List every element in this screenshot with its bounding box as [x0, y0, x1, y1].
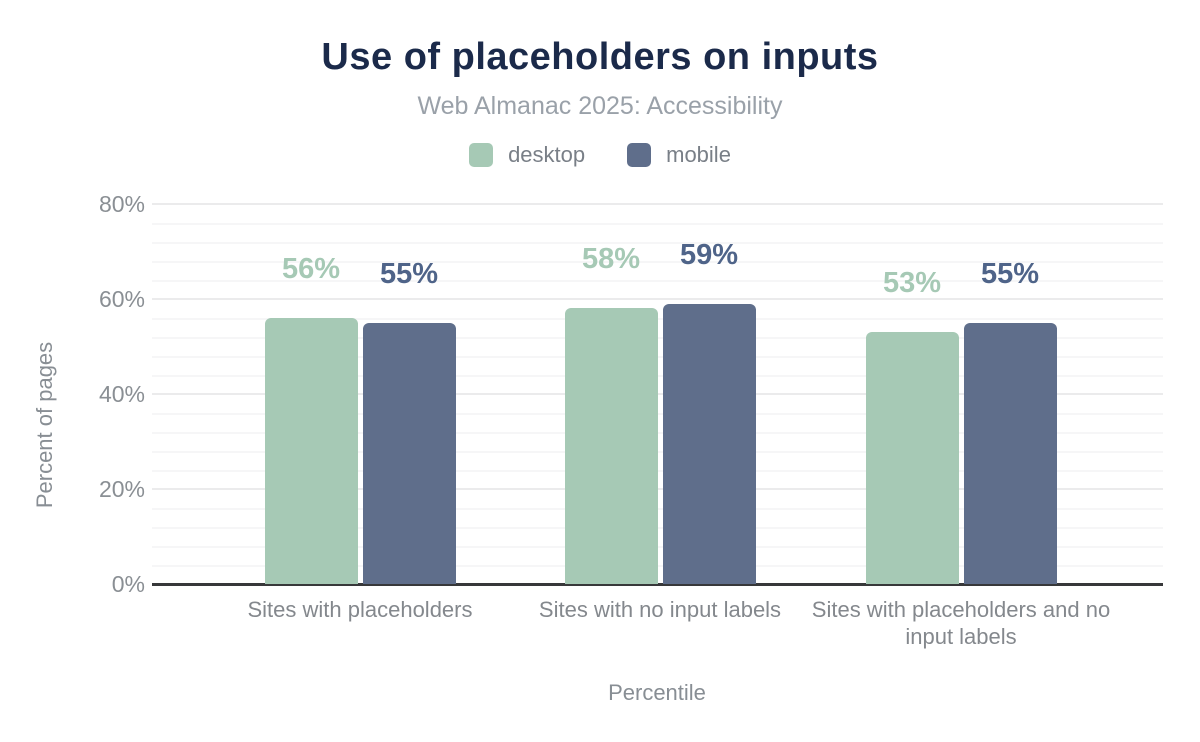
bar-mobile-1	[662, 304, 756, 584]
gridline-major	[152, 393, 1163, 395]
bar-value-label-mobile-2: 55%	[980, 258, 1040, 290]
gridline-minor	[152, 451, 1163, 453]
bar-value-label-desktop-0: 56%	[281, 253, 341, 285]
y-tick-label: 80%	[98, 191, 145, 217]
gridline-minor	[152, 261, 1163, 263]
bar-desktop-1	[564, 308, 658, 584]
x-category-label-0: Sites with placeholders	[247, 597, 473, 622]
x-axis-title: Percentile	[608, 680, 706, 705]
gridline-minor	[152, 280, 1163, 282]
mobile-legend-swatch-icon	[627, 143, 652, 167]
gridline-minor	[152, 223, 1163, 225]
gridline-minor	[152, 413, 1163, 415]
bar-value-label-mobile-1: 59%	[679, 239, 739, 271]
gridline-major	[152, 298, 1163, 300]
bar-mobile-2	[963, 323, 1057, 584]
bar-value-label-desktop-2: 53%	[882, 267, 942, 299]
y-tick-label: 40%	[98, 381, 145, 407]
bar-mobile-0	[362, 323, 456, 584]
y-tick-label: 60%	[98, 286, 145, 312]
gridline-minor	[152, 527, 1163, 529]
x-axis-line	[152, 583, 1163, 586]
gridline-minor	[152, 565, 1163, 567]
bar-desktop-0	[264, 318, 358, 584]
gridline-minor	[152, 432, 1163, 434]
gridline-minor	[152, 375, 1163, 377]
chart-title: Use of placeholders on inputs	[321, 36, 879, 78]
chart-subtitle: Web Almanac 2025: Accessibility	[417, 92, 783, 120]
x-category-label-2: Sites with placeholders and no input lab…	[811, 597, 1111, 649]
legend-label-mobile: mobile	[666, 142, 731, 167]
x-category-label-1: Sites with no input labels	[538, 597, 782, 622]
legend-item-desktop: desktop	[469, 142, 585, 168]
gridline-minor	[152, 318, 1163, 320]
gridline-minor	[152, 546, 1163, 548]
gridline-minor	[152, 242, 1163, 244]
legend: desktop mobile	[0, 142, 1200, 168]
y-tick-label: 20%	[98, 476, 145, 502]
desktop-legend-swatch-icon	[469, 143, 494, 167]
y-tick-label: 0%	[111, 571, 145, 597]
legend-label-desktop: desktop	[508, 142, 586, 167]
bar-value-label-desktop-1: 58%	[581, 243, 641, 275]
gridline-major	[152, 488, 1163, 490]
gridline-major	[152, 203, 1163, 205]
gridline-minor	[152, 337, 1163, 339]
gridline-minor	[152, 470, 1163, 472]
legend-item-mobile: mobile	[627, 142, 731, 168]
gridline-minor	[152, 508, 1163, 510]
gridline-minor	[152, 356, 1163, 358]
bar-value-label-mobile-0: 55%	[379, 258, 439, 290]
bar-desktop-2	[865, 332, 959, 584]
